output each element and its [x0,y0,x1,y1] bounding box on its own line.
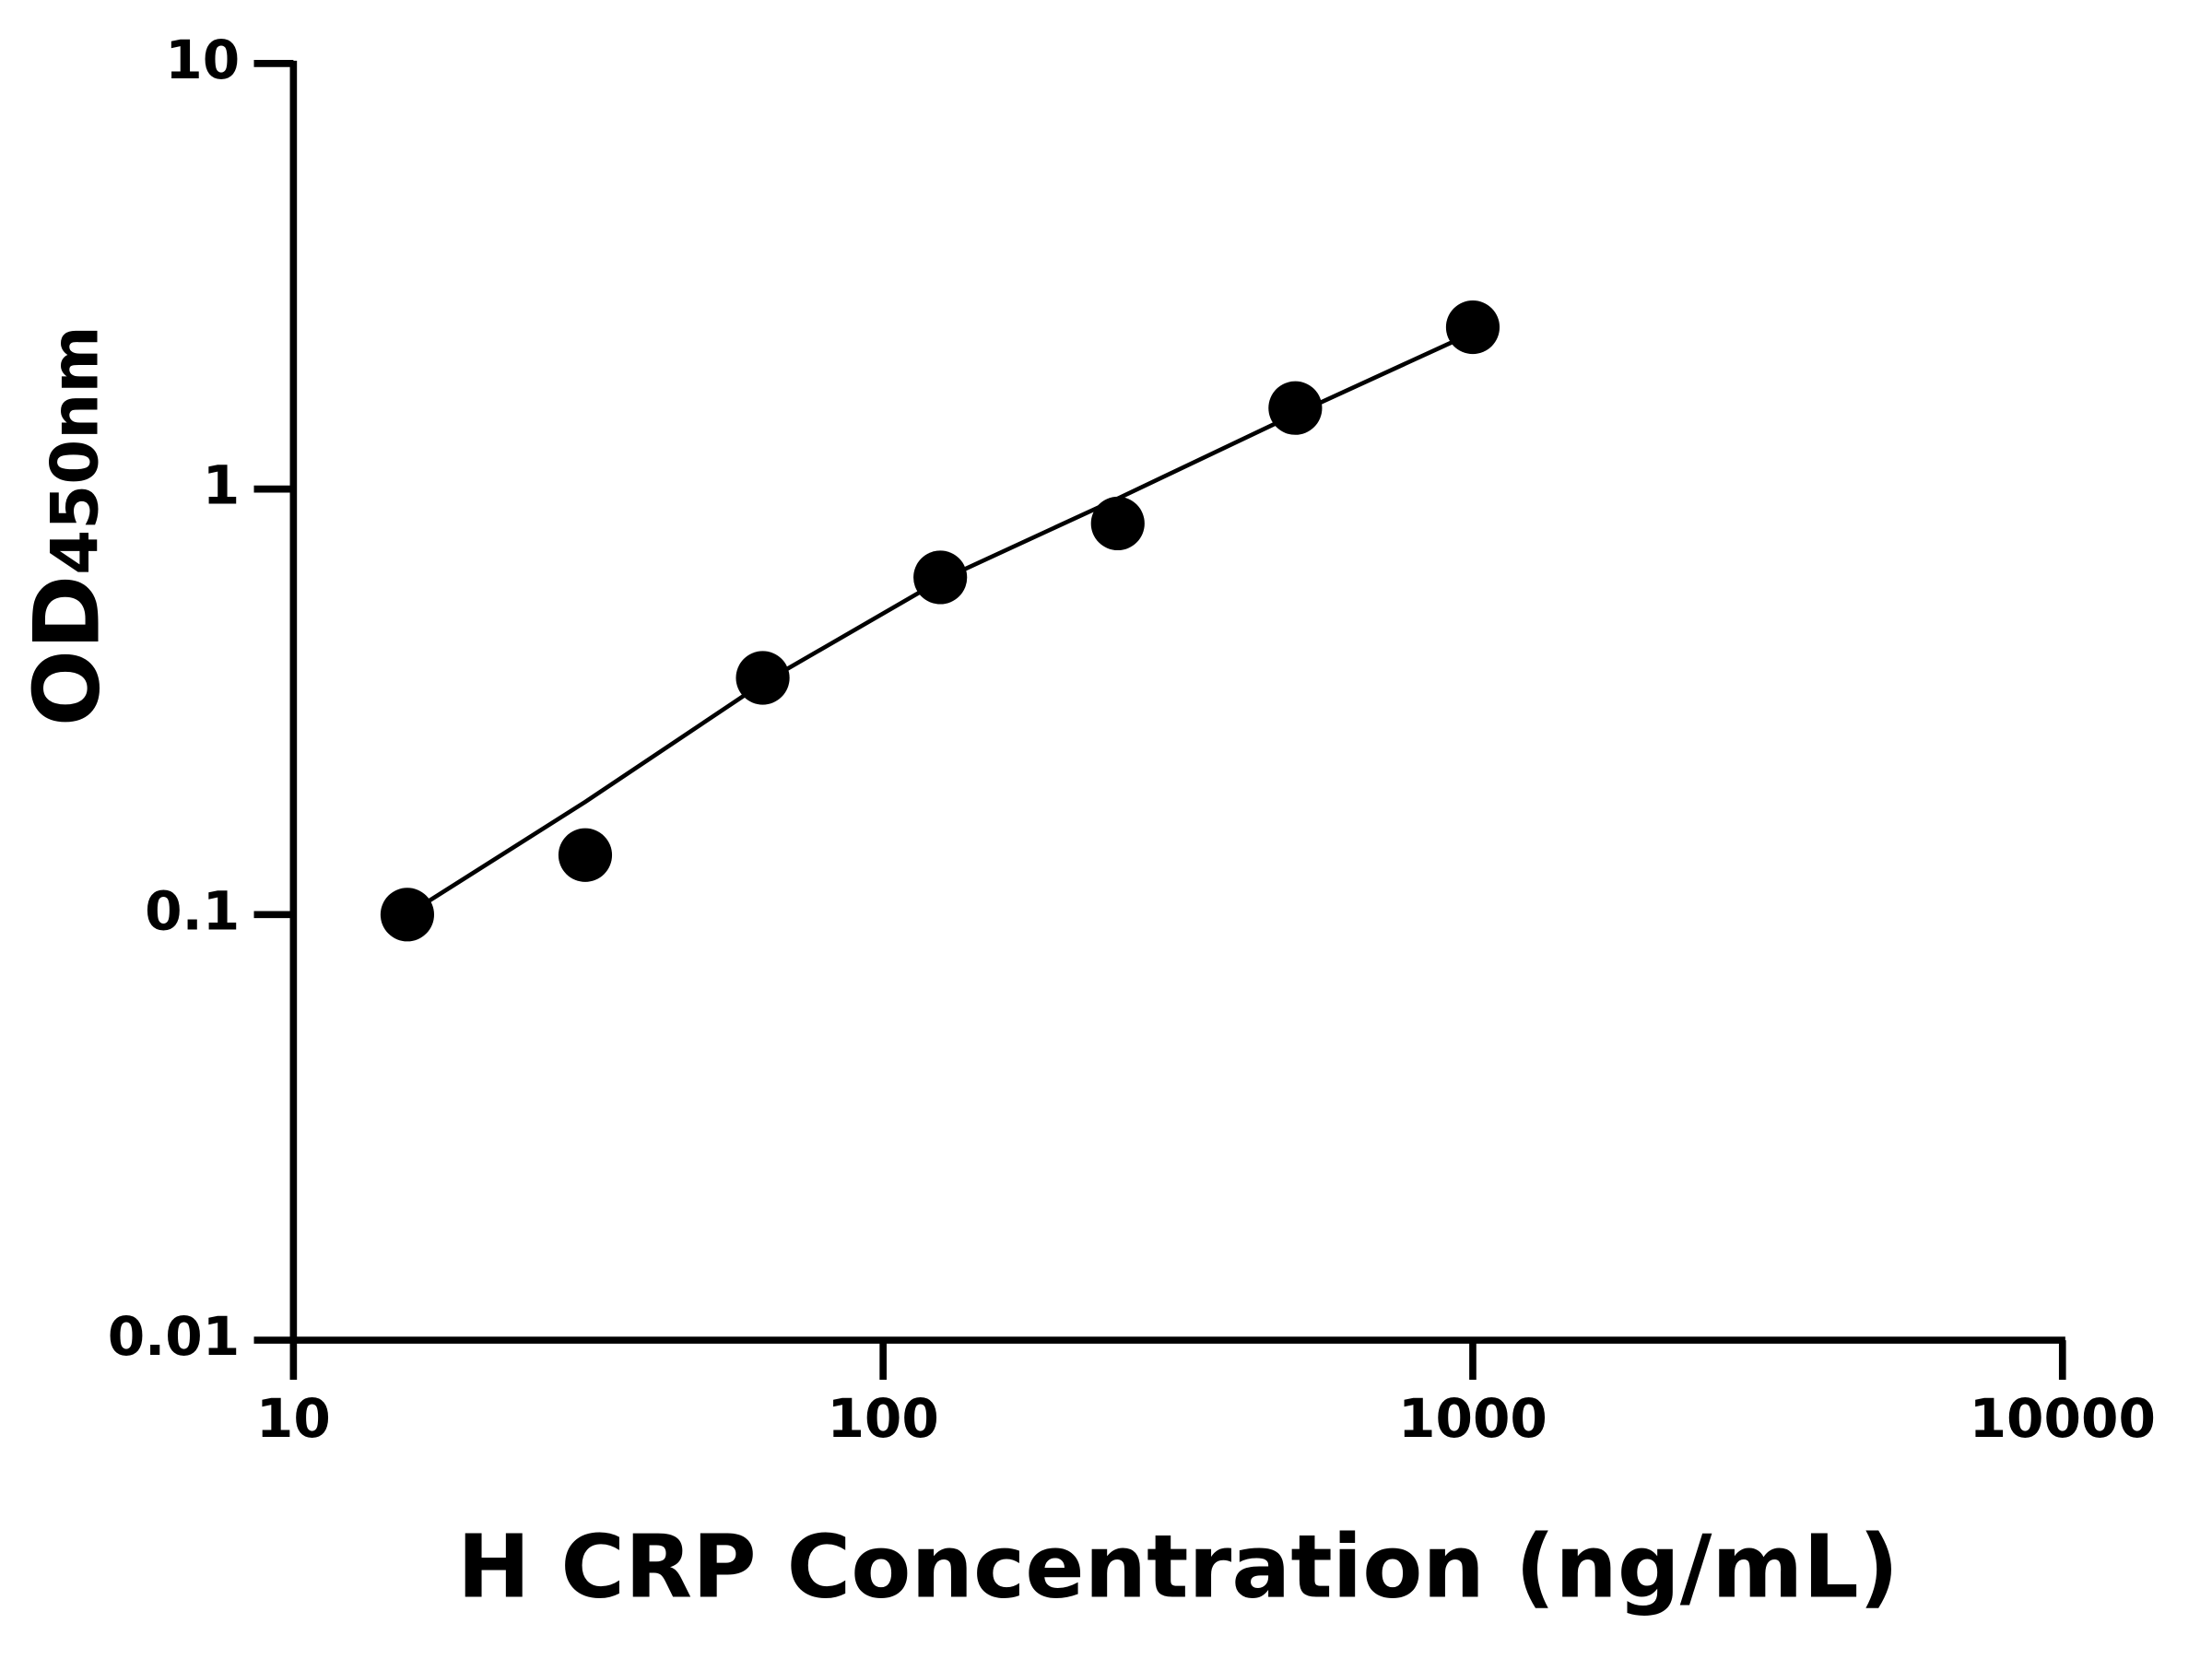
y-tick-label: 0.1 [145,879,240,942]
y-axis-title-main: OD [15,575,120,727]
x-tick-label: 100 [827,1387,938,1450]
y-axis-title: OD450nm [15,325,120,726]
y-tick-label: 10 [165,29,240,91]
x-axis-title: H CRP Concentration (ng/mL) [457,1517,1899,1618]
y-tick-label: 1 [203,454,240,517]
data-point [1268,381,1323,435]
x-tick-label: 10 [256,1387,331,1450]
data-point [1090,496,1145,551]
data-point [380,888,435,942]
data-point [735,651,790,705]
data-point [558,828,613,882]
y-axis-title-group: OD450nm [15,325,120,726]
x-tick-label: 10000 [1970,1387,2156,1450]
data-point [913,550,968,605]
x-tick-label: 1000 [1398,1387,1547,1450]
y-axis-title-subscript: 450nm [37,325,112,574]
y-tick-label: 0.01 [108,1305,241,1368]
data-point [1445,300,1500,355]
